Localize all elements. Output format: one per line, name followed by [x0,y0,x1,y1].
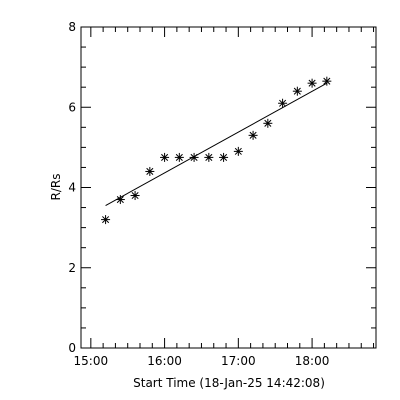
data-point [322,76,332,86]
data-point [219,152,229,162]
data-point [101,215,111,225]
data-point [248,130,258,140]
x-tick-label: 18:00 [295,354,330,368]
data-point [130,191,140,201]
y-axis-label: R/Rs [49,174,63,201]
x-tick-label: 15:00 [74,354,109,368]
data-point [204,152,214,162]
data-point [115,195,125,205]
y-tick-label: 0 [68,341,76,355]
x-axis-label: Start Time (18-Jan-25 14:42:08) [133,376,325,390]
data-point [174,152,184,162]
y-tick-label: 2 [68,261,76,275]
data-point [145,166,155,176]
x-tick-label: 16:00 [147,354,182,368]
data-point [160,152,170,162]
y-tick-label: 4 [68,181,76,195]
data-point [189,152,199,162]
data-point [263,118,273,128]
data-point [292,86,302,96]
fit-line [105,82,328,206]
y-tick-label: 8 [68,20,76,34]
y-tick-label: 6 [68,100,76,114]
plot-frame [80,26,377,349]
data-point [307,78,317,88]
x-tick-label: 17:00 [221,354,256,368]
data-point [233,146,243,156]
data-point [278,98,288,108]
